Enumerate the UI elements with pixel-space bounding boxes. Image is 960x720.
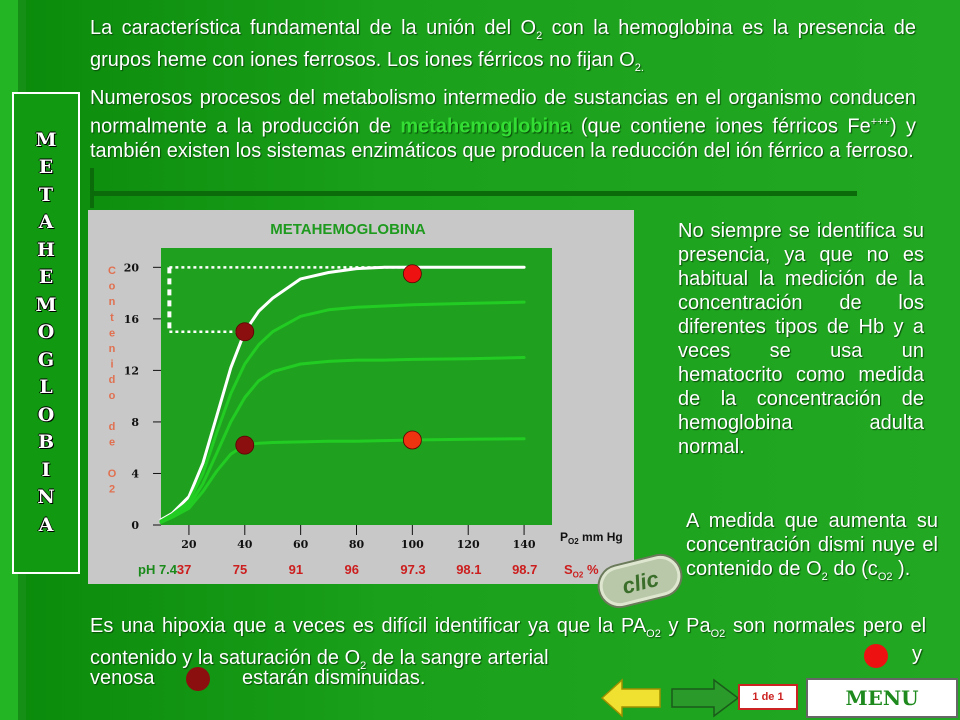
- series-line: [159, 356, 526, 524]
- marker-venous: [235, 435, 255, 455]
- y-axis-label-char: e: [109, 437, 115, 449]
- saturation-value: 98.7: [512, 562, 538, 577]
- paragraph-1: La característica fundamental de la unió…: [90, 17, 916, 74]
- vertical-title-letter: G: [37, 348, 55, 371]
- saturation-value: 37: [176, 562, 192, 577]
- y-axis-label-char: o: [109, 281, 116, 293]
- series-line: [159, 437, 526, 524]
- x-tick-label: 140: [513, 538, 536, 551]
- vertical-title-letter: I: [41, 458, 51, 481]
- y-axis-label-char: C: [108, 265, 116, 277]
- chart-panel: METAHEMOGLOBINA 0 4 8 12 16 20 20 40 60 80 100 120 14…: [88, 210, 634, 584]
- y-axis-label-char: t: [110, 312, 114, 324]
- x-tick-label: 20: [181, 538, 197, 551]
- y-tick-label: 0: [131, 519, 139, 532]
- forward-arrow-button[interactable]: [670, 678, 740, 718]
- marker-arterial: [402, 430, 422, 450]
- vertical-title-letter: E: [38, 156, 54, 179]
- clic-button[interactable]: clic: [592, 550, 688, 612]
- y-axis-label-char: e: [109, 327, 115, 339]
- y-axis-label-char: o: [109, 390, 116, 402]
- paragraph-2: Numerosos procesos del metabolismo inter…: [90, 87, 916, 162]
- paragraph-3: No siempre se identifica su presencia, y…: [678, 220, 924, 458]
- vertical-title-letter: B: [37, 431, 55, 454]
- saturation-value: 75: [232, 562, 248, 577]
- x-tick-label: 60: [293, 538, 309, 551]
- back-arrow-button[interactable]: [600, 676, 662, 720]
- chart-svg: METAHEMOGLOBINA 0 4 8 12 16 20 20 40 60 80 100 120 14…: [108, 221, 623, 551]
- x-tick-label: 120: [457, 538, 480, 551]
- y-axis-label-char: n: [109, 296, 116, 308]
- paragraph-5-tail: estarán disminuidas.: [242, 667, 426, 689]
- paragraph-5-end: y: [912, 643, 922, 665]
- y-axis-label-char: d: [109, 374, 116, 386]
- divider-vertical: [90, 168, 94, 208]
- saturation-value: 96: [344, 562, 359, 577]
- y-axis-label-char: 2: [109, 483, 115, 495]
- vertical-title-letter: N: [37, 486, 55, 509]
- vertical-title-letter: L: [39, 376, 53, 399]
- page-indicator: 1 de 1: [738, 684, 798, 710]
- vertical-title-letter: H: [37, 238, 55, 261]
- y-tick-label: 4: [131, 467, 139, 480]
- arterial-dot: [864, 644, 888, 668]
- vertical-title-letter: A: [38, 513, 54, 536]
- vertical-title-letter: O: [37, 321, 55, 344]
- series-line: [159, 265, 526, 522]
- paragraph-5: Es una hipoxia que a veces es difícil id…: [90, 615, 927, 672]
- y-axis-label-char: d: [109, 421, 116, 433]
- saturation-label: SO2 %: [564, 562, 599, 580]
- y-tick-label: 16: [124, 313, 140, 326]
- vertical-title-letter: T: [38, 183, 54, 206]
- series-line: [159, 300, 526, 523]
- paragraph-5-venosa: venosa: [90, 667, 155, 689]
- x-tick-label: 80: [349, 538, 365, 551]
- venous-dot: [186, 667, 210, 691]
- marker-arterial: [402, 264, 422, 284]
- vertical-title-letter: M: [35, 128, 57, 151]
- x-tick-label: 40: [237, 538, 253, 551]
- saturation-value: 91: [288, 562, 304, 577]
- y-axis-label-char: i: [110, 359, 113, 371]
- x-tick-label: 100: [401, 538, 424, 551]
- paragraph-4: A medida que aumenta su concentración di…: [686, 510, 938, 583]
- vertical-title-letter: M: [35, 293, 57, 316]
- metahemoglobina-highlight: metahemoglobina: [400, 115, 572, 138]
- saturation-value: 97.3: [400, 562, 426, 577]
- y-axis-label-char: O: [108, 468, 117, 480]
- x-axis-label: PO2 mm Hg: [560, 530, 623, 546]
- divider: [92, 191, 857, 196]
- menu-button[interactable]: MENU: [806, 678, 958, 718]
- y-tick-label: 12: [124, 364, 139, 377]
- y-tick-label: 8: [131, 416, 139, 429]
- vertical-title-letter: A: [38, 211, 54, 234]
- ph-label: pH 7.4: [138, 562, 178, 577]
- y-tick-label: 20: [124, 261, 140, 274]
- y-axis-label-char: n: [109, 343, 116, 355]
- plot-area: [161, 248, 552, 525]
- chart-title: METAHEMOGLOBINA: [270, 221, 426, 238]
- vertical-title-letter: E: [38, 266, 54, 289]
- saturation-value: 98.1: [456, 562, 482, 577]
- vertical-title-letter: O: [37, 403, 55, 426]
- marker-venous: [235, 322, 255, 342]
